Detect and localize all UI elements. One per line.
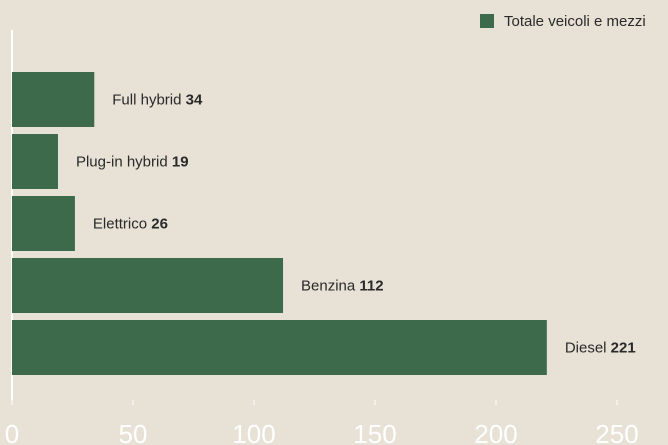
x-tick-label: 200	[474, 419, 517, 445]
bar	[12, 258, 284, 313]
bar	[12, 134, 58, 189]
bar-label: Diesel 221	[565, 339, 636, 356]
bar-label: Benzina 112	[301, 277, 384, 294]
value-label: 34	[186, 91, 203, 108]
value-label: 221	[611, 339, 636, 356]
bar	[12, 196, 75, 251]
legend-swatch	[480, 14, 494, 28]
bar-label: Plug-in hybrid 19	[76, 153, 189, 170]
x-tick-label: 100	[232, 419, 275, 445]
x-tick-label: 150	[353, 419, 396, 445]
x-tick-label: 250	[595, 419, 638, 445]
category-label: Benzina	[301, 277, 356, 294]
legend-label: Totale veicoli e mezzi	[504, 13, 646, 30]
value-label: 26	[151, 215, 168, 232]
category-label: Elettrico	[93, 215, 147, 232]
category-label: Diesel	[565, 339, 607, 356]
category-label: Plug-in hybrid	[76, 153, 168, 170]
bar-label: Elettrico 26	[93, 215, 168, 232]
value-label: 112	[359, 277, 383, 294]
x-tick-label: 0	[5, 419, 19, 445]
bar-label: Full hybrid 34	[112, 91, 203, 108]
bar	[12, 72, 95, 127]
bar	[12, 320, 547, 375]
category-label: Full hybrid	[112, 91, 181, 108]
x-tick-label: 50	[119, 419, 148, 445]
value-label: 19	[172, 153, 189, 170]
